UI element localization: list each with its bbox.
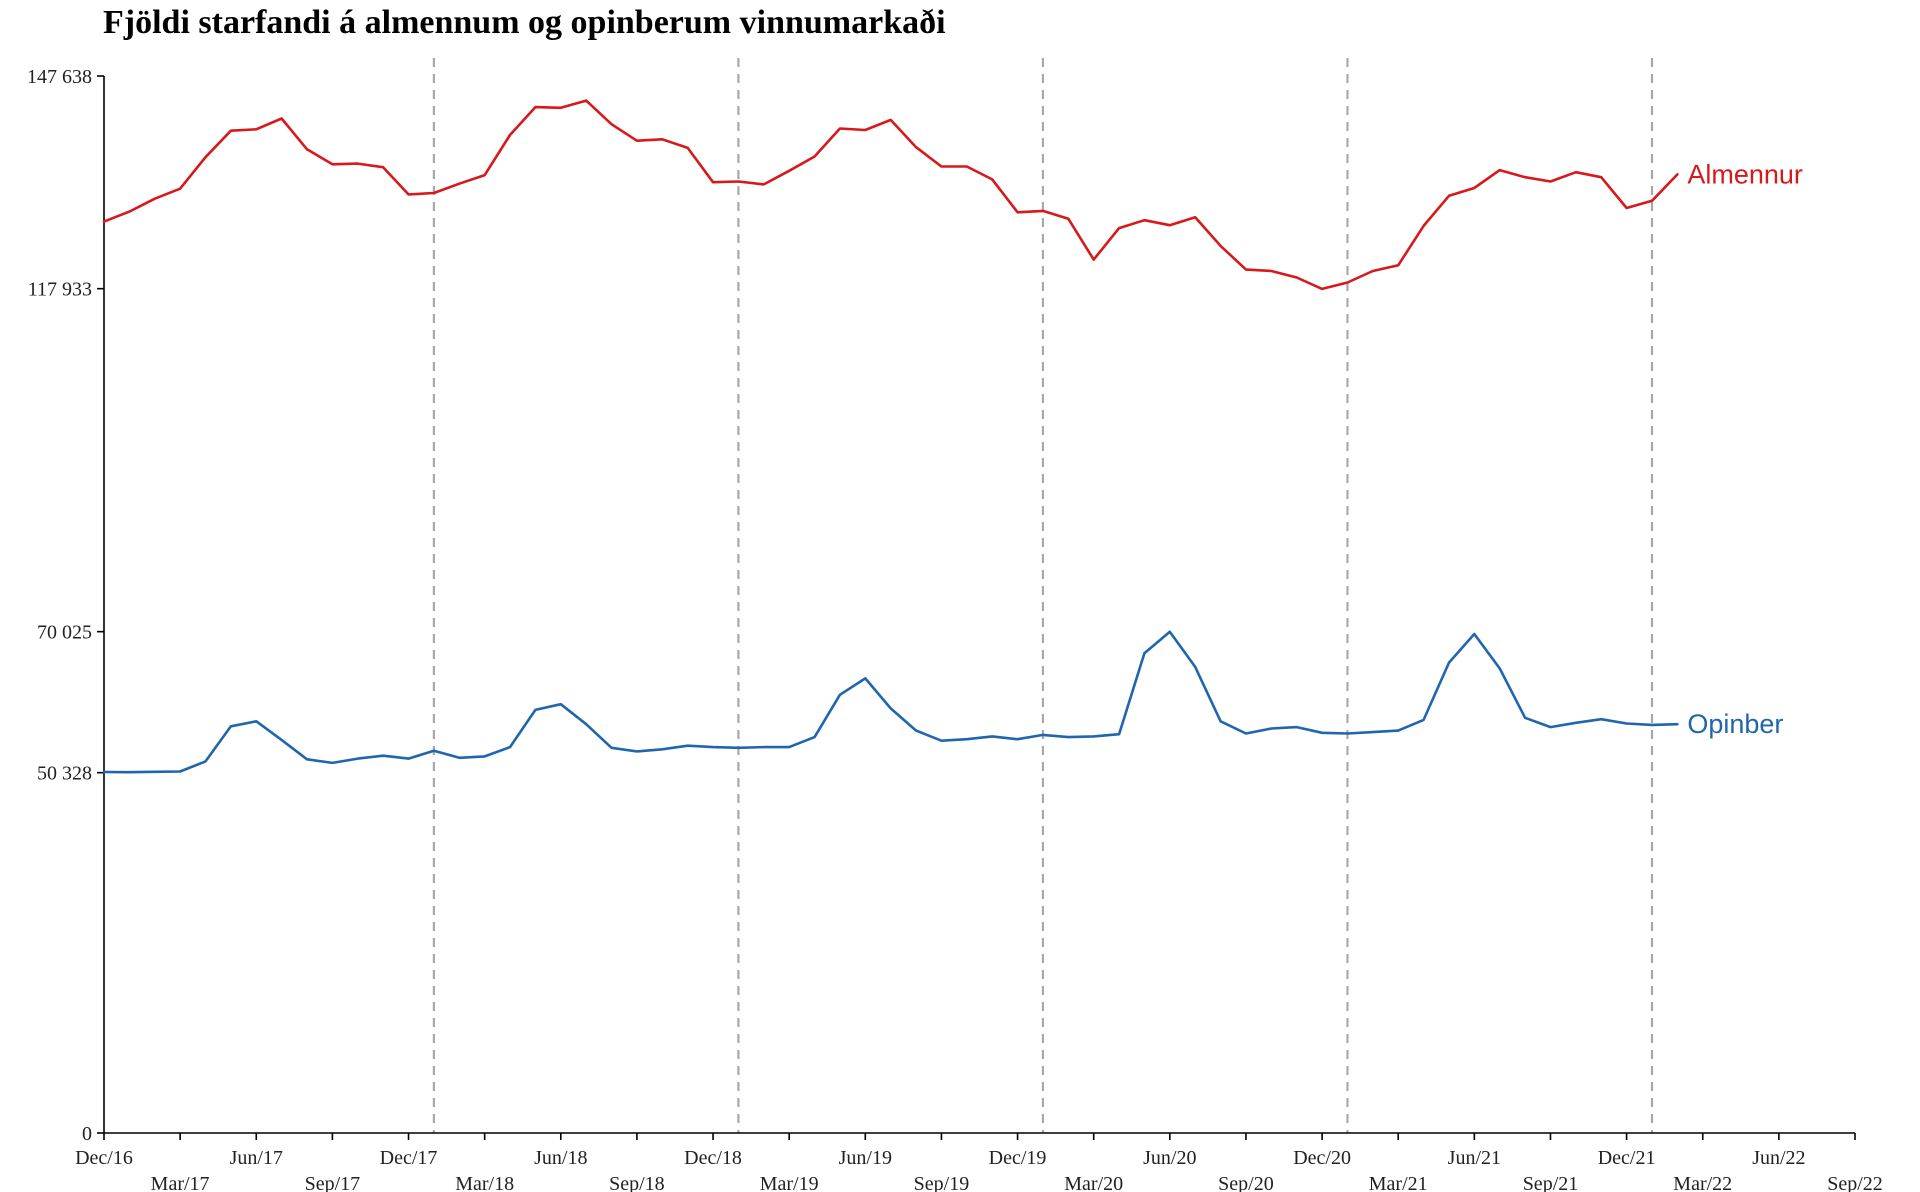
x-tick-label: Sep/22 [1827, 1173, 1883, 1192]
x-tick-label: Mar/17 [151, 1173, 210, 1192]
series-line-almennur [102, 99, 1679, 291]
vertical-reference-lines [432, 58, 1654, 1133]
x-tick-label: Sep/20 [1218, 1173, 1274, 1192]
x-tick-label: Sep/21 [1523, 1173, 1579, 1192]
x-tick-label: Mar/18 [455, 1173, 514, 1192]
x-tick-label: Dec/21 [1598, 1147, 1656, 1169]
x-tick-label: Mar/19 [760, 1173, 819, 1192]
y-tick-label: 117 933 [28, 279, 92, 301]
x-tick-label: Jun/20 [1143, 1147, 1196, 1169]
y-tick-label: 70 025 [37, 622, 92, 644]
x-tick-label: Jun/17 [230, 1147, 283, 1169]
x-tick-label: Jun/18 [534, 1147, 587, 1169]
x-tick-label: Mar/21 [1369, 1173, 1428, 1192]
series-line-opinber [102, 630, 1679, 774]
series-lines [102, 99, 1679, 774]
x-tick-label: Jun/21 [1448, 1147, 1501, 1169]
x-tick-label: Dec/19 [989, 1147, 1047, 1169]
y-tick-label: 147 638 [27, 66, 92, 88]
x-tick-label: Sep/17 [305, 1173, 361, 1192]
x-tick-label: Sep/19 [914, 1173, 970, 1192]
axes [97, 75, 1856, 1140]
x-tick-label: Sep/18 [609, 1173, 665, 1192]
x-tick-label: Dec/17 [380, 1147, 438, 1169]
x-tick-label: Jun/19 [839, 1147, 892, 1169]
tick-labels: 0 50 328 70 025 117 933 147 638 Dec/16 Mar/17 J… [27, 66, 1883, 1192]
chart-title: Fjöldi starfandi á almennum og opinberum… [103, 4, 946, 41]
x-tick-label: Mar/22 [1673, 1173, 1732, 1192]
series-label-almennur: Almennur [1687, 159, 1803, 189]
series-label-opinber: Opinber [1687, 709, 1783, 739]
x-tick-label: Dec/16 [75, 1147, 133, 1169]
x-tick-label: Dec/20 [1293, 1147, 1351, 1169]
x-tick-label: Dec/18 [684, 1147, 742, 1169]
y-tick-label: 50 328 [37, 763, 92, 785]
y-tick-label: 0 [82, 1123, 92, 1145]
x-tick-label: Mar/20 [1064, 1173, 1123, 1192]
x-tick-label: Jun/22 [1752, 1147, 1805, 1169]
